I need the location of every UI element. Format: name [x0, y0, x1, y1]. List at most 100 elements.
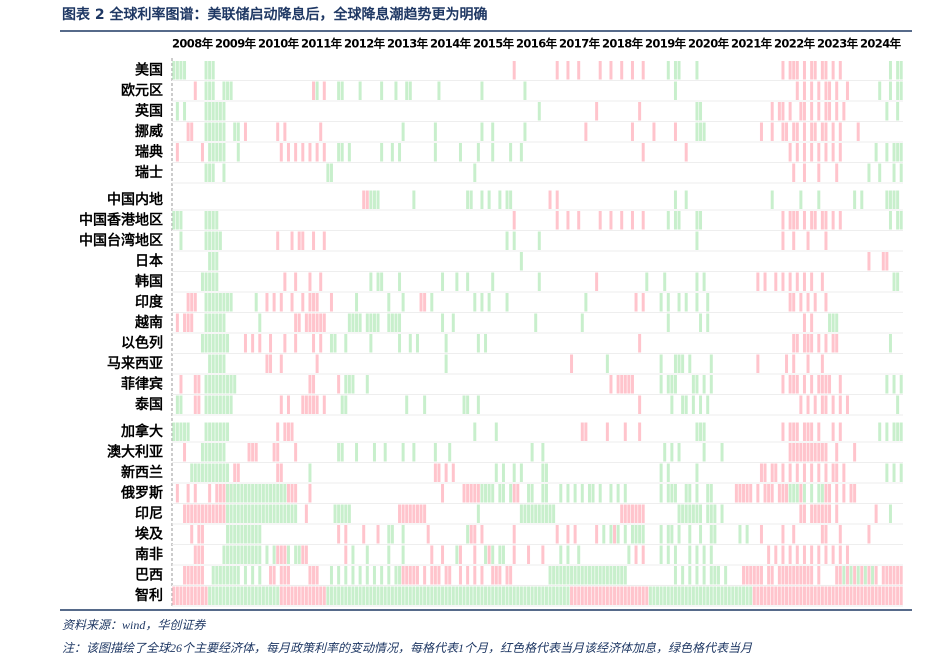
rate-cell: [222, 545, 226, 564]
rate-cell: [673, 586, 677, 605]
rate-cell: [265, 484, 269, 503]
rate-cell: [380, 143, 384, 162]
rate-cell: [301, 545, 305, 564]
rate-cell: [759, 525, 763, 544]
rate-cell: [484, 586, 488, 605]
rate-cell: [623, 484, 627, 503]
rate-cell: [297, 313, 301, 332]
rate-cell: [372, 190, 376, 209]
rate-cell: [817, 143, 821, 162]
rate-cell: [867, 586, 871, 605]
rate-cell: [251, 484, 255, 503]
rate-cell: [630, 586, 634, 605]
rate-cell: [218, 566, 222, 585]
rate-cell: [448, 443, 452, 462]
rate-cell: [211, 463, 215, 482]
rate-cell: [623, 586, 627, 605]
rate-cell: [584, 566, 588, 585]
rate-cell: [777, 586, 781, 605]
rate-cell: [175, 586, 179, 605]
rate-cell: [527, 484, 531, 503]
rate-cell: [666, 61, 670, 80]
rate-cell: [441, 545, 445, 564]
rate-cell: [580, 586, 584, 605]
rate-cell: [609, 484, 613, 503]
rate-cell: [817, 190, 821, 209]
rate-cell: [763, 272, 767, 291]
rate-cell: [254, 293, 258, 312]
row-label: 巴西: [135, 567, 163, 583]
rate-cell: [605, 422, 609, 441]
rate-cell: [183, 102, 187, 121]
rate-cell: [444, 566, 448, 585]
rate-cell: [362, 586, 366, 605]
rate-cell: [613, 525, 617, 544]
rate-cell: [681, 504, 685, 523]
rate-cell: [699, 122, 703, 141]
rate-cell: [562, 566, 566, 585]
rate-cell: [670, 395, 674, 414]
rate-cell: [405, 81, 409, 100]
rate-cell: [537, 231, 541, 250]
rate-cell: [376, 313, 380, 332]
rate-cell: [258, 525, 262, 544]
rate-cell: [208, 443, 212, 462]
x-tick-label: 2024年: [860, 37, 902, 51]
rate-cell: [609, 61, 613, 80]
rate-cell: [279, 395, 283, 414]
rate-cell: [401, 504, 405, 523]
rate-cell: [605, 566, 609, 585]
rate-cell: [659, 293, 663, 312]
rate-cell: [763, 586, 767, 605]
rate-cell: [229, 484, 233, 503]
rate-cell: [437, 81, 441, 100]
rate-cell: [770, 463, 774, 482]
rate-cell: [785, 566, 789, 585]
rate-cell: [193, 375, 197, 394]
rate-cell: [487, 586, 491, 605]
rate-cell: [204, 81, 208, 100]
rate-cell: [183, 313, 187, 332]
rate-cell: [229, 293, 233, 312]
rate-cell: [265, 504, 269, 523]
rate-cell: [810, 272, 814, 291]
rate-cell: [322, 395, 326, 414]
rate-cell: [290, 422, 294, 441]
rate-cell: [781, 463, 785, 482]
rate-cell: [688, 586, 692, 605]
rate-cell: [319, 334, 323, 353]
rate-cell: [351, 586, 355, 605]
rate-cell: [598, 586, 602, 605]
rate-cell: [301, 586, 305, 605]
rate-cell: [709, 586, 713, 605]
rate-cell: [265, 545, 269, 564]
rate-cell: [380, 272, 384, 291]
x-tick-label: 2016年: [516, 37, 558, 51]
row-label: 马来西亚: [107, 356, 163, 372]
rate-cell: [222, 122, 226, 141]
rate-cell: [630, 375, 634, 394]
rate-cell: [695, 231, 699, 250]
rate-cell: [810, 122, 814, 141]
rate-cell: [641, 211, 645, 230]
rate-cell: [824, 484, 828, 503]
rate-cell: [555, 525, 559, 544]
rate-cell: [455, 586, 459, 605]
rate-cell: [810, 443, 814, 462]
rate-cell: [888, 61, 892, 80]
rate-cell: [480, 190, 484, 209]
rate-cell: [276, 545, 280, 564]
rate-cell: [186, 484, 190, 503]
rate-cell: [659, 463, 663, 482]
rate-cell: [516, 586, 520, 605]
rate-cell: [261, 586, 265, 605]
rate-cell: [279, 354, 283, 373]
rate-cell: [372, 443, 376, 462]
rate-cell: [885, 252, 889, 271]
rate-cell: [534, 313, 538, 332]
rate-cell: [286, 566, 290, 585]
rate-cell: [802, 81, 806, 100]
rate-cell: [591, 586, 595, 605]
rate-cell: [828, 81, 832, 100]
rate-cell: [258, 484, 262, 503]
